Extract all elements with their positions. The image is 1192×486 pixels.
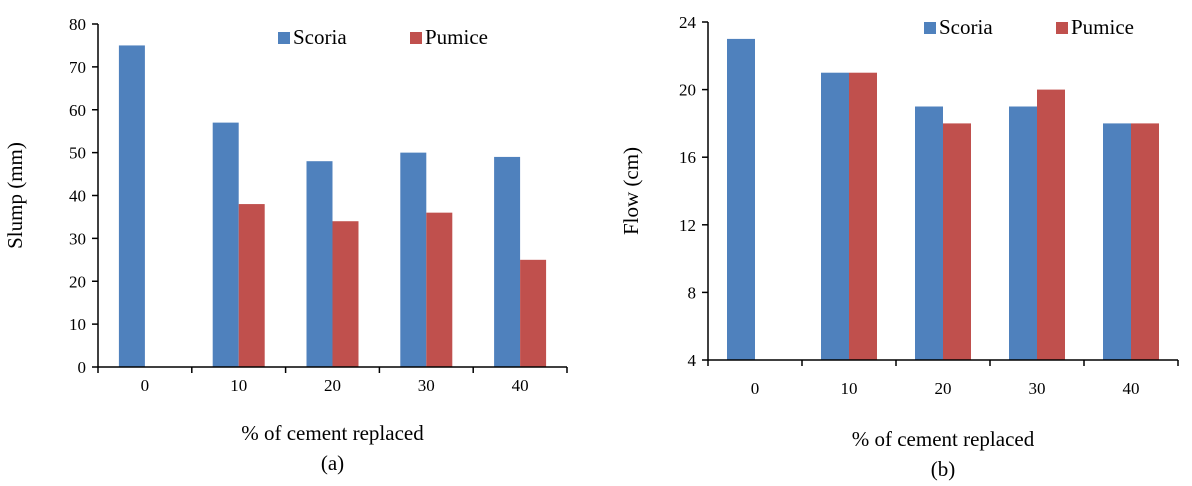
y-tick-label: 80: [69, 15, 86, 34]
bar-scoria-30: [400, 153, 426, 367]
bar-pumice-30: [426, 213, 452, 367]
chart-panel-b: 4 8 12 16 20 24 0 10 20 30 40 % of cement replaced F…: [619, 13, 1178, 481]
x-tick-label: 40: [512, 376, 529, 395]
y-tick-label: 12: [679, 216, 696, 235]
x-tick-label: 0: [751, 379, 760, 398]
y-tick-label: 40: [69, 187, 86, 206]
x-axis-title: % of cement replaced: [241, 421, 424, 445]
y-tick-label: 0: [78, 358, 87, 377]
bar-pumice-40: [1131, 123, 1159, 360]
y-tick-label: 24: [679, 13, 697, 32]
bar-pumice-40: [520, 260, 546, 367]
x-tick-label: 30: [418, 376, 435, 395]
chart-panel-a: 0 10 20 30 40 50 60 70 80 0 10 20 30 40 % of cement re…: [3, 15, 567, 475]
bar-scoria-20: [307, 161, 333, 367]
legend-label-pumice: Pumice: [1071, 15, 1134, 39]
legend-swatch-scoria: [924, 22, 936, 34]
x-tick-label: 40: [1123, 379, 1140, 398]
y-axis-title: Slump (mm): [3, 142, 27, 249]
bar-pumice-10: [849, 73, 877, 360]
y-tick-label: 70: [69, 58, 86, 77]
legend-label-scoria: Scoria: [939, 15, 993, 39]
bar-scoria-30: [1009, 107, 1037, 361]
x-tick-label: 10: [230, 376, 247, 395]
legend-label-scoria: Scoria: [293, 25, 347, 49]
x-axis-title: % of cement replaced: [852, 427, 1035, 451]
bar-pumice-10: [239, 204, 265, 367]
bar-scoria-10: [213, 123, 239, 367]
x-tick-label: 30: [1029, 379, 1046, 398]
y-tick-label: 16: [679, 148, 696, 167]
y-tick-label: 8: [688, 283, 697, 302]
y-tick-label: 4: [688, 351, 697, 370]
bar-scoria-10: [821, 73, 849, 360]
y-tick-label: 60: [69, 101, 86, 120]
legend-label-pumice: Pumice: [425, 25, 488, 49]
y-tick-label: 50: [69, 144, 86, 163]
x-tick-label: 0: [141, 376, 150, 395]
x-tick-label: 20: [324, 376, 341, 395]
y-tick-label: 20: [69, 272, 86, 291]
legend-swatch-pumice: [410, 32, 422, 44]
x-tick-label: 20: [935, 379, 952, 398]
bar-pumice-30: [1037, 90, 1065, 360]
bar-scoria-40: [494, 157, 520, 367]
legend-swatch-pumice: [1056, 22, 1068, 34]
bar-scoria-0: [119, 45, 145, 367]
x-tick-label: 10: [841, 379, 858, 398]
y-tick-label: 10: [69, 315, 86, 334]
legend-swatch-scoria: [278, 32, 290, 44]
bar-scoria-0: [727, 39, 755, 360]
bar-pumice-20: [943, 123, 971, 360]
y-axis-title: Flow (cm): [619, 147, 643, 235]
panel-label: (b): [931, 457, 956, 481]
panel-label: (a): [321, 451, 344, 475]
bar-scoria-20: [915, 107, 943, 361]
y-tick-label: 30: [69, 229, 86, 248]
y-tick-label: 20: [679, 81, 696, 100]
bar-scoria-40: [1103, 123, 1131, 360]
bar-pumice-20: [333, 221, 359, 367]
